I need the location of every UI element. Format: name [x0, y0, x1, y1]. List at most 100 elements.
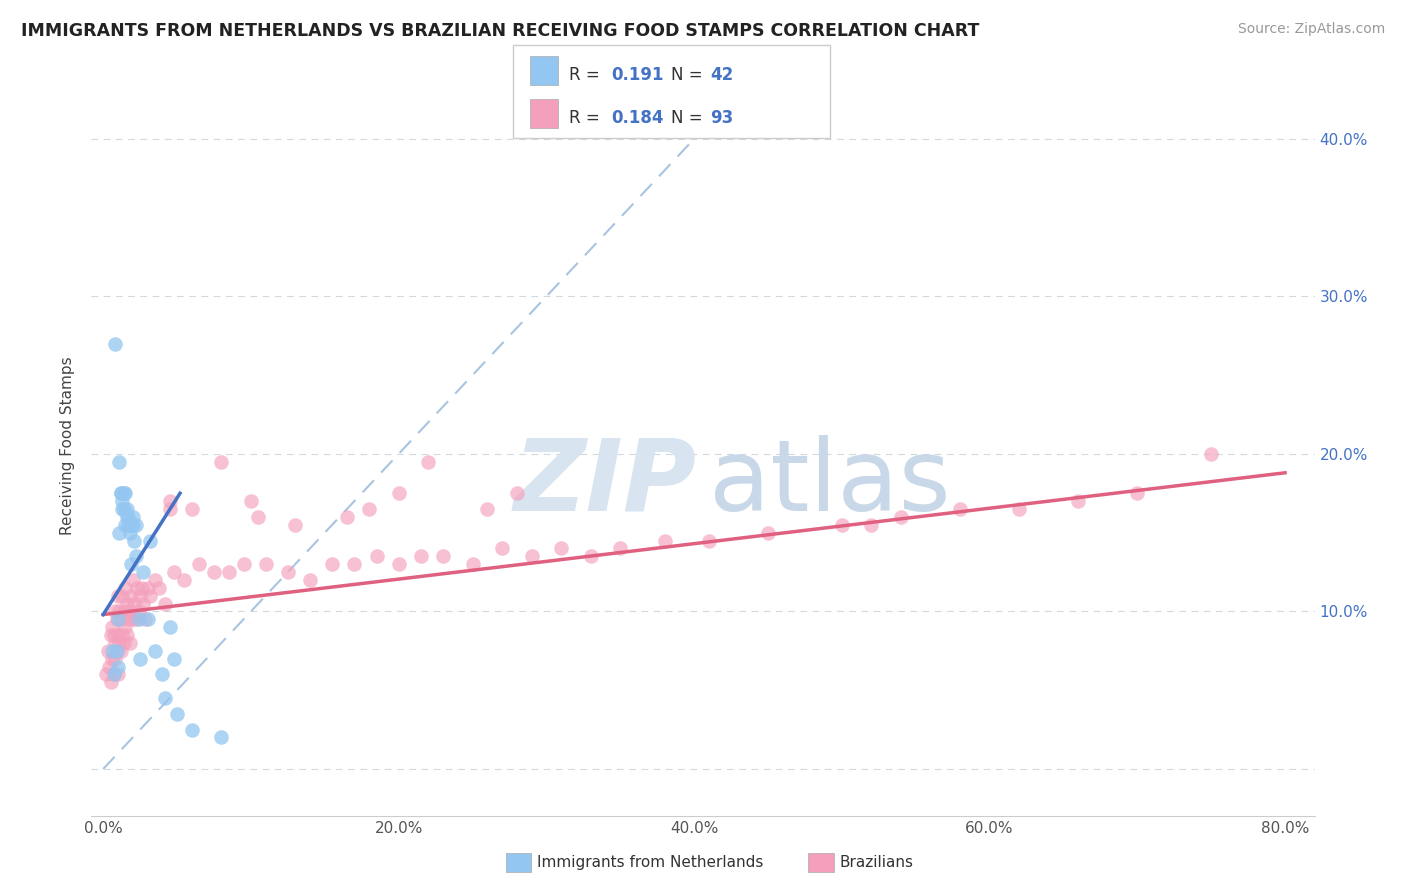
Point: [110, 486, 132, 500]
Text: Immigrants from Netherlands: Immigrants from Netherlands: [537, 855, 763, 870]
Point: [579, 549, 602, 564]
Point: [120, 589, 142, 603]
Point: [118, 636, 141, 650]
Point: [477, 502, 499, 516]
Point: [96, 667, 118, 681]
Point: [860, 517, 883, 532]
Point: [388, 557, 411, 571]
Point: [254, 557, 277, 571]
Point: [697, 533, 720, 548]
Text: R =: R =: [569, 66, 606, 84]
Text: 93: 93: [710, 109, 734, 127]
Point: [115, 597, 138, 611]
Point: [120, 557, 142, 571]
Point: [128, 612, 150, 626]
Point: [114, 517, 136, 532]
Point: [108, 525, 131, 540]
Point: [104, 336, 127, 351]
Point: [110, 644, 132, 658]
Point: [409, 549, 432, 564]
Text: IMMIGRANTS FROM NETHERLANDS VS BRAZILIAN RECEIVING FOOD STAMPS CORRELATION CHART: IMMIGRANTS FROM NETHERLANDS VS BRAZILIAN…: [21, 22, 980, 40]
Point: [609, 541, 631, 556]
Point: [163, 651, 186, 665]
Point: [159, 620, 181, 634]
Point: [107, 589, 129, 603]
Point: [461, 557, 484, 571]
Point: [247, 509, 270, 524]
Point: [105, 644, 128, 658]
Point: [148, 581, 170, 595]
Point: [105, 612, 128, 626]
Point: [114, 486, 136, 500]
Point: [107, 667, 129, 681]
Point: [112, 604, 135, 618]
Point: [117, 509, 139, 524]
Point: [166, 706, 188, 721]
Point: [132, 565, 155, 579]
Point: [150, 667, 173, 681]
Point: [112, 486, 135, 500]
Point: [299, 573, 322, 587]
Point: [550, 541, 572, 556]
Point: [105, 644, 128, 658]
Y-axis label: Receiving Food Stamps: Receiving Food Stamps: [60, 357, 76, 535]
Point: [107, 628, 129, 642]
Point: [232, 557, 254, 571]
Point: [359, 502, 381, 516]
Point: [121, 509, 143, 524]
Point: [284, 517, 307, 532]
Point: [155, 691, 177, 706]
Point: [180, 502, 202, 516]
Point: [188, 557, 211, 571]
Point: [218, 565, 240, 579]
Point: [654, 533, 676, 548]
Point: [117, 517, 139, 532]
Point: [127, 581, 149, 595]
Point: [104, 604, 127, 618]
Point: [202, 565, 225, 579]
Point: [159, 502, 181, 516]
Point: [388, 486, 411, 500]
Point: [103, 667, 125, 681]
Point: [125, 549, 148, 564]
Point: [132, 597, 155, 611]
Point: [112, 502, 135, 516]
Point: [418, 455, 440, 469]
Point: [111, 494, 134, 508]
Point: [97, 644, 120, 658]
Point: [173, 573, 195, 587]
Point: [125, 612, 148, 626]
Point: [336, 509, 359, 524]
Point: [520, 549, 543, 564]
Text: N =: N =: [671, 66, 707, 84]
Text: R =: R =: [569, 109, 606, 127]
Point: [209, 455, 232, 469]
Point: [128, 604, 150, 618]
Point: [121, 573, 143, 587]
Point: [100, 628, 122, 642]
Point: [110, 612, 132, 626]
Point: [111, 589, 134, 603]
Point: [111, 628, 134, 642]
Point: [139, 533, 162, 548]
Point: [103, 628, 125, 642]
Point: [125, 517, 148, 532]
Text: ZIP: ZIP: [513, 434, 697, 532]
Point: [491, 541, 513, 556]
Text: N =: N =: [671, 109, 707, 127]
Point: [118, 604, 141, 618]
Point: [129, 589, 152, 603]
Text: 0.184: 0.184: [612, 109, 664, 127]
Point: [122, 533, 145, 548]
Point: [831, 517, 853, 532]
Point: [139, 589, 162, 603]
Point: [122, 597, 145, 611]
Point: [112, 636, 135, 650]
Point: [108, 636, 131, 650]
Point: [115, 628, 138, 642]
Point: [209, 731, 232, 745]
Point: [120, 517, 142, 532]
Point: [114, 620, 136, 634]
Point: [239, 494, 262, 508]
Point: [117, 612, 139, 626]
